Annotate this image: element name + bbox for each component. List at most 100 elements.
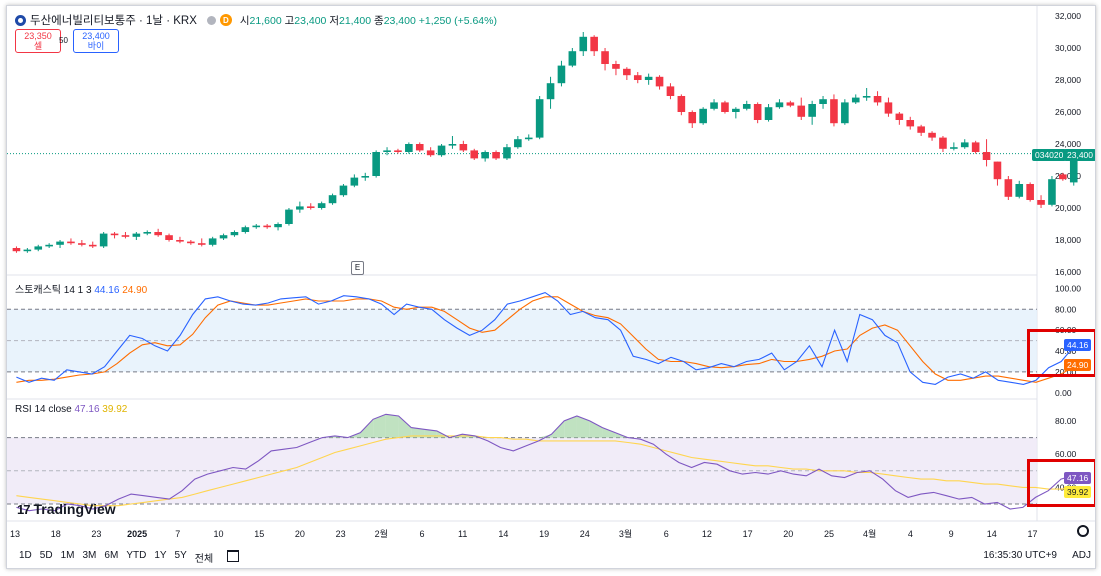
candle-77 [851,97,860,103]
buy-button[interactable]: 23,400 바이 [73,29,119,53]
candle-57 [633,75,642,80]
time-label-9: 2월 [375,528,388,539]
time-label-10: 6 [419,529,424,539]
candle-21 [241,227,250,232]
stoch-legend[interactable]: 스토캐스틱 14 1 3 44.16 24.90 [15,285,148,296]
stoch-tick-5: 0.00 [1055,388,1072,398]
stoch-d-tag: 24.90 [1064,359,1092,371]
candle-56 [623,68,631,76]
candle-87 [960,142,969,148]
time-label-3: 2025 [127,529,147,539]
candle-94 [1037,200,1045,205]
highlight-box-rsi [1027,459,1095,507]
candle-53 [590,36,598,52]
candle-25 [285,209,293,224]
stoch-k-line [16,291,1075,385]
time-label-0: 13 [10,529,20,539]
last-price-tag: 23,400 [1064,149,1095,161]
adj-toggle[interactable]: ADJ [1072,550,1091,561]
candle-0 [12,248,21,252]
candle-76 [841,102,849,124]
candle-15 [176,240,184,242]
candle-13 [154,232,162,236]
range-button-1[interactable]: 5D [39,550,53,561]
candle-48 [535,99,544,138]
range-button-5[interactable]: YTD [126,550,147,561]
candle-85 [939,137,947,149]
candle-27 [306,206,315,208]
candle-82 [906,120,915,127]
candle-4 [56,241,64,245]
rsi-overbought-fill-30 [398,415,412,438]
earnings-marker[interactable]: E [351,261,364,275]
time-label-4: 7 [175,529,180,539]
candle-60 [666,86,675,96]
rsi-overbought-fill-28 [373,414,386,438]
candle-73 [808,104,816,117]
time-label-20: 25 [824,529,834,539]
settings-gear-icon[interactable] [1077,525,1089,537]
time-label-18: 17 [743,529,753,539]
sell-button[interactable]: 23,350 셀 [15,29,61,53]
rsi-overbought-fill-27 [360,419,374,438]
range-button-4[interactable]: 6M [104,550,119,561]
candle-89 [982,152,991,160]
price-tick-6: 20,000 [1055,203,1081,213]
time-label-12: 14 [498,529,508,539]
candle-28 [317,203,326,208]
candle-34 [383,150,391,152]
candle-50 [557,65,566,84]
range-button-7[interactable]: 5Y [174,550,187,561]
candle-7 [88,244,97,247]
stoch-tick-0: 100.00 [1055,283,1081,293]
candle-86 [950,147,958,149]
candle-18 [208,238,217,245]
chart-window: 32,000 30,000 28,000 26,000 24,000 22,000 20,0… [6,5,1096,569]
candle-46 [514,139,522,148]
symbol-title[interactable]: 두산에너빌리티보통주 · 1날 · KRX [30,15,197,27]
candle-84 [928,132,936,138]
ohlc-readout: 시21,600 고23,400 저21,400 종23,400 +1,250 (… [239,14,497,27]
candle-47 [524,137,533,140]
rsi-overbought-fill-45 [589,420,603,438]
candle-3 [45,244,53,247]
rsi-legend[interactable]: RSI 14 close 47.16 39.92 [15,404,128,415]
price-tick-0: 32,000 [1055,11,1081,21]
candle-10 [121,235,130,237]
time-label-19: 20 [783,529,793,539]
calendar-icon[interactable] [227,550,240,562]
range-button-6[interactable]: 1Y [154,550,167,561]
candle-29 [328,195,337,204]
range-button-2[interactable]: 1M [60,550,75,561]
time-label-1: 18 [51,529,61,539]
chart-canvas[interactable]: 32,000 30,000 28,000 26,000 24,000 22,000 20,0… [7,6,1095,568]
rsi-overbought-fill-46 [602,427,616,438]
time-label-14: 24 [580,529,590,539]
market-status-icon [206,15,216,25]
candle-79 [873,96,882,103]
candle-71 [786,102,795,106]
candle-39 [437,145,446,156]
tradingview-logo-icon: 17 [17,501,31,517]
candle-23 [263,225,271,228]
range-button-0[interactable]: 1D [19,550,32,561]
time-label-17: 12 [702,529,712,539]
candle-30 [339,185,348,196]
candle-65 [721,102,729,112]
candle-35 [394,150,402,152]
rsi-overbought-fill-42 [551,420,565,438]
clock-readout[interactable]: 16:35:30 UTC+9 [983,550,1057,561]
candle-81 [895,113,904,120]
candle-20 [230,232,239,236]
candle-90 [993,161,1002,180]
range-button-3[interactable]: 3M [82,550,97,561]
highlight-box-stoch [1027,329,1095,377]
time-label-13: 19 [539,529,549,539]
time-label-21: 4월 [863,528,876,539]
rsi-value-tag: 47.16 [1064,472,1092,484]
time-label-8: 23 [336,529,346,539]
candle-22 [252,225,261,228]
range-button-8[interactable]: 전체 [194,554,214,565]
candle-59 [655,76,664,87]
price-tick-7: 18,000 [1055,235,1081,245]
